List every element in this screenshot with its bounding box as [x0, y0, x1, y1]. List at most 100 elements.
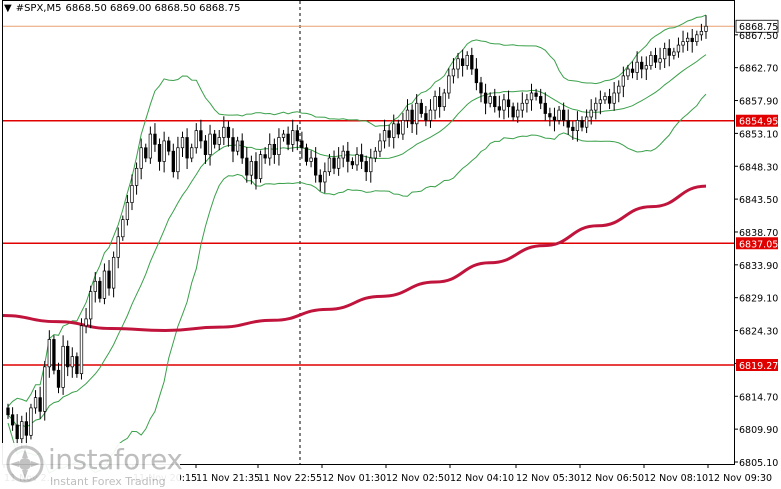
candle-body — [33, 397, 38, 409]
instaforex-logo-icon — [6, 445, 44, 483]
candle-body — [649, 54, 653, 66]
candle-body — [318, 174, 322, 183]
x-tick-label: 12 Nov 09:30 — [708, 473, 772, 484]
level-price-tag-bg — [736, 237, 778, 250]
chevron-down-icon[interactable]: ▼ — [4, 3, 12, 14]
candle-body — [327, 157, 332, 173]
candle-body — [102, 270, 107, 299]
candle-body — [125, 202, 130, 221]
candle-body — [598, 99, 603, 104]
candle-body — [268, 143, 272, 159]
candle-body — [245, 157, 249, 176]
x-tick-label: 12 Nov 05:30 — [516, 473, 580, 484]
x-tick-label: 11 Nov 22:55 — [258, 473, 322, 484]
x-tick-label: 12 Nov 04:10 — [450, 473, 514, 484]
candle-body — [89, 291, 93, 320]
candle-body — [20, 421, 24, 440]
candle-body — [226, 126, 231, 138]
y-tick-label: 6848.30 — [739, 162, 778, 173]
level-price-tag: 6854.95 — [739, 117, 778, 128]
candle-body — [378, 140, 382, 152]
level-price-tag-bg — [736, 358, 778, 371]
candle-body — [153, 133, 157, 145]
candle-body — [314, 157, 318, 176]
candle-body — [644, 65, 648, 70]
candle-body — [171, 150, 175, 173]
y-tick-label: 6843.50 — [739, 195, 778, 206]
candle-body — [15, 424, 19, 440]
candle-body — [630, 68, 635, 73]
candle-body — [681, 41, 685, 46]
y-tick-label: 6805.10 — [739, 458, 778, 469]
candle-body — [6, 407, 10, 416]
candle-body — [98, 280, 102, 299]
candle-body — [676, 44, 681, 53]
candle-body — [460, 58, 465, 66]
candle-body — [157, 143, 162, 162]
candle-body — [84, 318, 88, 327]
candle-body — [277, 137, 281, 155]
candle-body — [373, 150, 378, 159]
candle-body — [635, 61, 639, 73]
candle-body — [176, 147, 180, 173]
candle-body — [566, 120, 570, 128]
x-tick-label: 12 Nov 08:10 — [644, 473, 708, 484]
candle-body — [506, 99, 511, 108]
candle-body — [405, 109, 410, 121]
candle-body — [240, 140, 244, 159]
candle-body — [382, 130, 387, 142]
candle-body — [387, 130, 391, 138]
candle-body — [130, 185, 134, 203]
candle-body — [640, 61, 644, 70]
candle-body — [561, 109, 566, 121]
candle-body — [249, 161, 254, 176]
candle-body — [465, 54, 469, 66]
y-tick-label: 6857.90 — [739, 97, 778, 108]
candle-body — [43, 366, 47, 412]
candle-body — [70, 356, 74, 368]
candle-body — [309, 157, 313, 162]
candle-body — [194, 130, 198, 149]
candle-body — [493, 96, 497, 108]
y-tick-label: 6809.90 — [739, 425, 778, 436]
candle-body — [571, 126, 575, 132]
y-tick-label: 6829.10 — [739, 294, 778, 305]
candle-body — [167, 140, 171, 152]
candle-body — [332, 157, 336, 169]
bollinger-upper-line — [7, 14, 707, 407]
candle-body — [488, 96, 492, 104]
candle-body — [111, 256, 116, 289]
candle-body — [511, 106, 515, 118]
candle-body — [483, 92, 488, 104]
candle-body — [415, 102, 419, 125]
watermark-logo: instaforex Instant Forex Trading — [2, 443, 183, 489]
candle-body — [254, 161, 258, 179]
candle-body — [392, 123, 396, 138]
candle-body — [525, 99, 529, 104]
candle-body — [66, 345, 70, 368]
y-tick-label: 6833.90 — [739, 261, 778, 272]
candle-body — [222, 126, 226, 138]
x-tick-label: 12 Nov 02:50 — [386, 473, 450, 484]
candle-body — [497, 106, 502, 111]
candle-body — [355, 154, 359, 166]
candle-body — [185, 137, 189, 159]
candle-body — [419, 102, 423, 114]
candle-body — [29, 407, 33, 436]
candle-body — [79, 325, 84, 375]
candle-body — [369, 157, 373, 173]
candle-body — [323, 171, 327, 183]
candle-body — [424, 113, 428, 121]
candle-body — [690, 37, 694, 43]
candle-body — [575, 120, 580, 132]
candle-body — [695, 34, 699, 43]
candle-body — [539, 96, 543, 104]
brand-name: instaforex — [48, 443, 183, 476]
candle-body — [653, 54, 658, 63]
candle-body — [516, 109, 520, 118]
candle-body — [300, 140, 304, 149]
candle-body — [107, 270, 111, 289]
candle-body — [75, 356, 79, 375]
candle-body — [607, 96, 612, 104]
